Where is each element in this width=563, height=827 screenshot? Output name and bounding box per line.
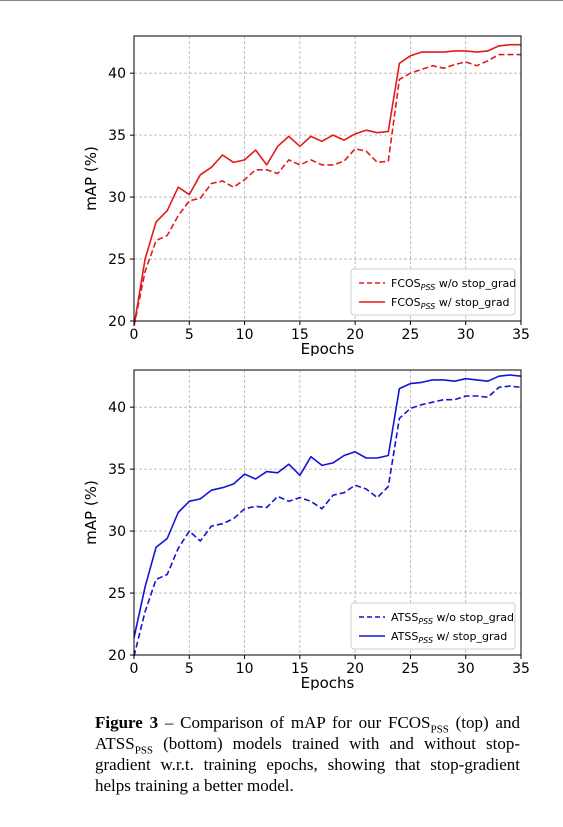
- c0-y-tick-label: 40: [108, 66, 126, 82]
- c1-y-tick-label: 30: [108, 524, 126, 540]
- c1-legend-entry: ATSSPSS w/o stop_grad: [391, 611, 514, 626]
- c0-y-tick-label: 25: [108, 252, 126, 268]
- caption-sub-1: PSS: [430, 723, 449, 736]
- c0-x-tick-label: 15: [291, 327, 309, 343]
- c1-x-axis-label: Epochs: [301, 674, 355, 690]
- c0-legend-name-suffix: w/o stop_grad: [435, 277, 516, 290]
- c1-x-tick-label: 10: [236, 661, 254, 677]
- caption-text-3: (bottom) models trained with and without…: [95, 734, 520, 795]
- c0-x-tick-label: 35: [512, 327, 530, 343]
- c1-x-tick-label: 20: [346, 661, 364, 677]
- c1-legend-name-suffix: w/ stop_grad: [433, 630, 507, 643]
- c1-y-axis-label: mAP (%): [82, 480, 100, 545]
- c0-legend-entry: FCOSPSS w/ stop_grad: [391, 296, 510, 311]
- c0-x-tick-label: 20: [346, 327, 364, 343]
- c0-x-tick-label: 25: [402, 327, 420, 343]
- caption-label: Figure 3: [95, 713, 159, 732]
- fcos-chart: 0 5 10 15 20 25 30 35 20 25 30 35 40 Epochs mAP (%) FCO…: [82, 35, 530, 356]
- c1-y-tick-label: 20: [108, 648, 126, 664]
- c0-legend-name-suffix: w/ stop_grad: [435, 296, 509, 309]
- c1-y-tick-label: 35: [108, 462, 126, 478]
- c0-y-tick-label: 30: [108, 190, 126, 206]
- c1-series-line-without-stop-grad: [133, 385, 522, 657]
- c1-plot-frame: [133, 369, 522, 656]
- c0-legend-name: FCOS: [391, 277, 421, 290]
- c1-legend-entry: ATSSPSS w/ stop_grad: [391, 630, 507, 645]
- c1-x-tick-label: 30: [457, 661, 475, 677]
- caption-sub-2: PSS: [134, 744, 154, 757]
- c1-y-tick-label: 25: [108, 586, 126, 602]
- c0-y-tick-label: 35: [108, 128, 126, 144]
- page-top-rule: [0, 0, 563, 1]
- c1-x-tick-label: 15: [291, 661, 309, 677]
- figure-caption: Figure 3 – Comparison of mAP for our FCO…: [95, 712, 520, 796]
- c0-y-tick-label: 20: [108, 314, 126, 330]
- c1-legend-name-sub: PSS: [418, 636, 433, 645]
- c0-series-line-with-stop-grad: [133, 43, 521, 327]
- c1-legend-name-suffix: w/o stop_grad: [433, 611, 514, 624]
- c0-x-tick-label: 0: [130, 327, 139, 343]
- c1-legend-name-sub: PSS: [418, 617, 433, 626]
- c1-y-tick-label: 40: [108, 400, 126, 416]
- c1-x-tick-label: 25: [402, 661, 420, 677]
- c0-x-tick-label: 30: [457, 327, 475, 343]
- c0-x-axis-label: Epochs: [301, 340, 355, 356]
- c0-x-tick-label: 10: [236, 327, 254, 343]
- c1-x-tick-label: 5: [185, 661, 194, 677]
- c0-legend-name-sub: PSS: [421, 302, 436, 311]
- c0-series-line-without-stop-grad: [133, 53, 521, 327]
- c1-x-tick-label: 0: [130, 661, 139, 677]
- c0-legend-name-sub: PSS: [421, 283, 436, 292]
- c1-x-tick-label: 35: [512, 661, 530, 677]
- caption-text-2: (top) and ATSS: [95, 713, 520, 753]
- c1-series-line-with-stop-grad: [133, 374, 522, 638]
- atss-chart: 0 5 10 15 20 25 30 35 20 25 30 35 40 Epochs mAP (%) ATS…: [82, 369, 530, 690]
- c1-legend-name: ATSS: [391, 630, 418, 643]
- caption-text-1: – Comparison of mAP for our FCOS: [158, 713, 431, 732]
- c0-legend-entry: FCOSPSS w/o stop_grad: [391, 277, 516, 292]
- c0-y-axis-label: mAP (%): [82, 146, 100, 211]
- c1-legend-box: [350, 602, 516, 650]
- c0-x-tick-label: 5: [185, 327, 194, 343]
- c0-legend-name: FCOS: [391, 296, 421, 309]
- c1-legend-name: ATSS: [391, 611, 418, 624]
- c0-legend-box: [350, 268, 516, 316]
- c0-plot-frame: [133, 35, 522, 322]
